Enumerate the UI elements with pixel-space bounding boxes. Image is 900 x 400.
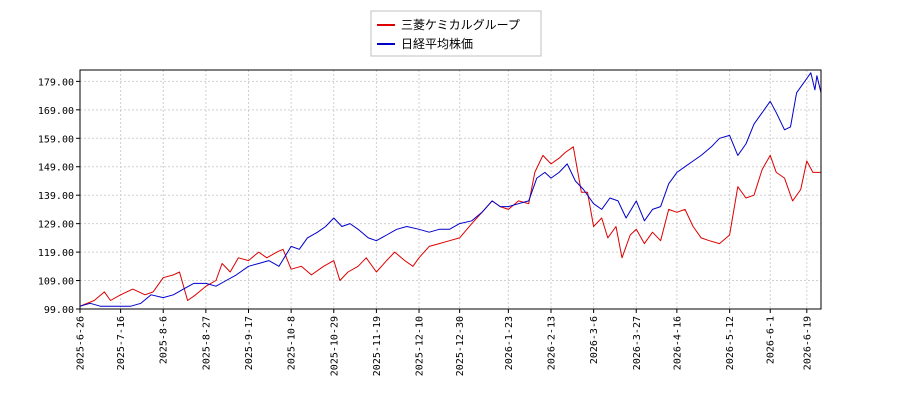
x-tick-label: 2025-12-10 <box>415 316 426 376</box>
x-tick-label: 2025-9-17 <box>244 316 255 370</box>
plot-area-frame <box>79 69 822 310</box>
y-tick-label: 179.00 <box>38 77 74 88</box>
y-tick-label: 169.00 <box>38 106 74 117</box>
legend-label-0: 三菱ケミカルグループ <box>401 18 520 32</box>
x-tick-label: 2025-11-19 <box>372 316 383 376</box>
y-tick-label: 109.00 <box>38 277 74 288</box>
x-tick-label: 2026-1-23 <box>504 316 515 370</box>
y-tick-label: 99.00 <box>44 305 74 316</box>
x-tick-label: 2025-8-27 <box>201 316 212 370</box>
series-line-1 <box>79 72 822 307</box>
y-tick-label: 149.00 <box>38 163 74 174</box>
x-tick-label: 2025-10-8 <box>287 316 298 370</box>
x-tick-label: 2025-12-30 <box>455 316 466 376</box>
x-tick-label: 2026-3-6 <box>589 316 600 364</box>
y-tick-label: 139.00 <box>38 191 74 202</box>
x-tick-label: 2026-2-13 <box>546 316 557 370</box>
series-lines <box>79 72 822 307</box>
x-tick-label: 2025-7-16 <box>116 316 127 370</box>
legend-label-1: 日経平均株価 <box>401 36 473 51</box>
y-axis: 99.00 109.00 119.00 129.00 139.00 149.00 159.0… <box>38 77 80 316</box>
x-tick-label: 2026-5-12 <box>725 316 736 370</box>
x-tick-label: 2026-4-16 <box>672 316 683 370</box>
y-tick-label: 159.00 <box>38 134 74 145</box>
x-tick-label: 2025-8-6 <box>159 316 170 364</box>
x-tick-label: 2026-6-1 <box>766 316 777 364</box>
x-tick-label: 2026-6-19 <box>802 316 813 370</box>
x-tick-label: 2025-10-29 <box>329 316 340 376</box>
y-tick-label: 129.00 <box>38 220 74 231</box>
y-tick-label: 119.00 <box>38 248 74 259</box>
x-axis: 2025-6-26 2025-7-16 2025-8-6 2025-8-27 2025-… <box>76 309 813 376</box>
x-tick-label: 2025-6-26 <box>76 316 87 370</box>
legend-box <box>370 10 542 57</box>
x-tick-label: 2026-3-27 <box>632 316 643 370</box>
